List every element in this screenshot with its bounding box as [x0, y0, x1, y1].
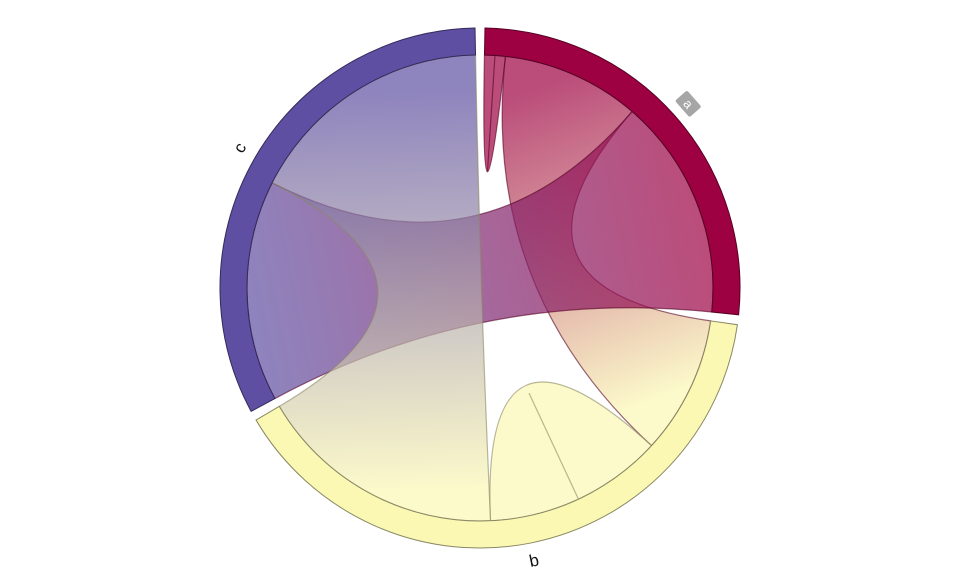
group-label-c: c	[230, 139, 251, 156]
group-label-b: b	[528, 550, 541, 570]
group-label-a: a	[675, 91, 701, 117]
group-label-box-a	[675, 91, 701, 117]
group-arc-c	[219, 27, 477, 413]
group-arc-b	[255, 320, 738, 549]
group-label-text-c: c	[230, 139, 251, 156]
group-arcs	[219, 27, 741, 549]
group-arc-a	[483, 27, 741, 316]
group-label-text-b: b	[528, 550, 541, 570]
chord-ribbons	[246, 54, 714, 522]
